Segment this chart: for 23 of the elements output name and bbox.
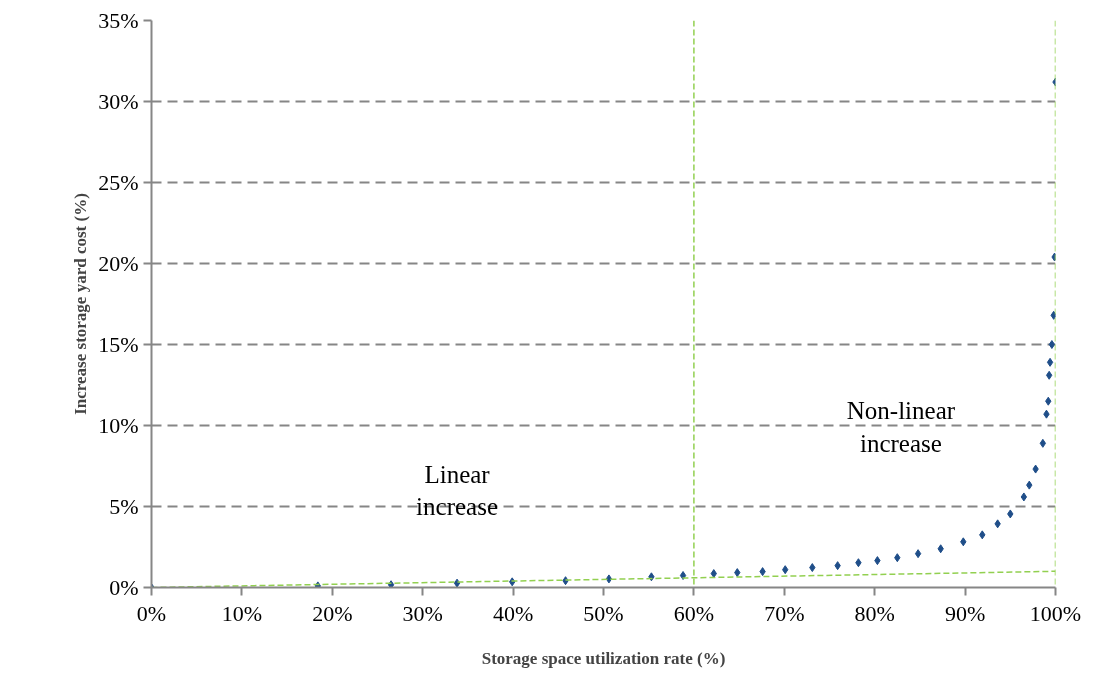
y-tick-label: 0% (109, 575, 139, 600)
x-tick-label: 40% (492, 600, 534, 626)
y-tick-label: 5% (109, 494, 139, 519)
x-tick-label: 30% (402, 600, 443, 626)
y-axis-title: Increase storage yard cost (%) (71, 193, 91, 415)
annotation: Non-linear increase (846, 397, 956, 457)
annotation: Linear increase (416, 460, 498, 520)
y-tick-label: 30% (98, 89, 139, 114)
y-tick-label: 15% (98, 332, 139, 357)
x-tick-label: 10% (221, 600, 263, 626)
x-tick-label: 0% (136, 600, 167, 626)
y-tick-label: 25% (98, 170, 139, 195)
x-tick-label: 70% (764, 600, 805, 626)
y-tick-label: 10% (98, 413, 139, 438)
x-tick-label: 100% (1029, 600, 1082, 626)
y-tick-label: 35% (98, 8, 139, 33)
x-tick-label: 50% (583, 600, 624, 626)
x-tick-label: 80% (854, 600, 895, 626)
x-tick-label: 20% (312, 600, 353, 626)
y-tick-label: 20% (98, 251, 139, 276)
x-tick-label: 90% (944, 600, 986, 626)
x-tick-label: 60% (673, 600, 715, 626)
x-axis-title: Storage space utilization rate (%) (481, 648, 726, 668)
